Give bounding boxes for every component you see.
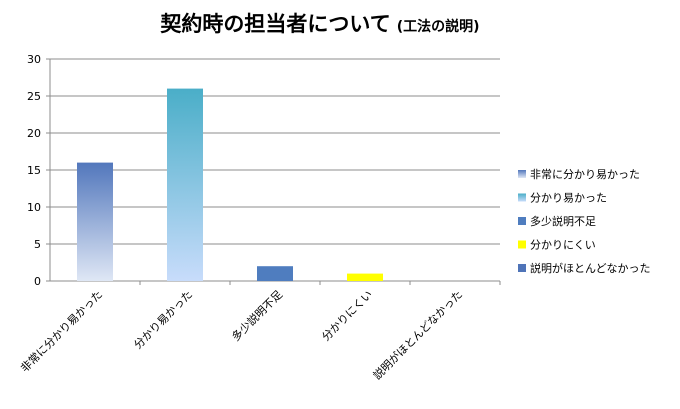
legend-swatch [518, 170, 526, 178]
legend-swatch [518, 193, 526, 202]
y-tick-label: 25 [27, 90, 41, 103]
y-tick-label: 20 [27, 127, 41, 140]
y-tick-labels: 0 5 10 15 20 25 30 [27, 53, 41, 288]
x-category-label: 分かりにくい [319, 288, 375, 344]
bars [77, 88, 383, 281]
legend-swatch [518, 264, 526, 272]
y-tick-label: 5 [34, 238, 41, 251]
y-tick-label: 10 [27, 201, 41, 214]
x-category-label: 多少説明不足 [229, 287, 286, 344]
chart-title-main: 契約時の担当者について [160, 12, 391, 36]
bar [77, 162, 113, 281]
legend-label: 分かり易かった [530, 192, 607, 205]
legend-swatch [518, 217, 526, 225]
chart-subtitle: (工法の説明) [396, 19, 480, 35]
x-category-label: 説明がほとんどなかった [370, 287, 465, 382]
chart-title: 契約時の担当者について (工法の説明) [0, 8, 640, 38]
gridlines [50, 58, 500, 245]
legend-label: 多少説明不足 [530, 214, 596, 228]
x-category-label: 非常に分かり易かった [18, 288, 105, 375]
bar [167, 88, 203, 281]
legend-label: 分かりにくい [530, 239, 596, 252]
legend-label: 非常に分かり易かった [530, 168, 640, 181]
y-tick-label: 30 [27, 53, 41, 66]
y-tick-label: 0 [34, 275, 41, 288]
bar [257, 266, 293, 281]
legend-label: 説明がほとんどなかった [530, 261, 650, 275]
legend-swatch [518, 240, 526, 249]
bar [347, 273, 383, 281]
axes [46, 58, 501, 285]
y-tick-label: 15 [27, 164, 41, 177]
x-category-label: 分かり易かった [131, 288, 195, 352]
